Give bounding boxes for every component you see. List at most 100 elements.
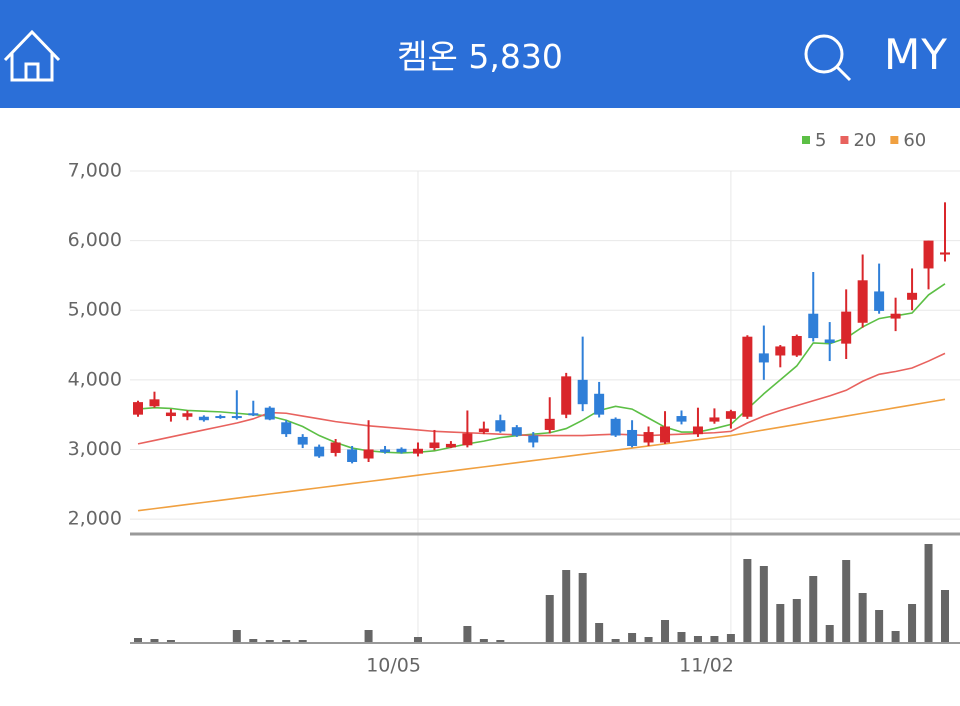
candle-body (396, 448, 407, 453)
volume-bar (413, 637, 422, 642)
ma-line (137, 398, 946, 512)
legend-label: 20 (853, 130, 876, 151)
candle-body (692, 426, 703, 435)
candle-body (725, 411, 736, 419)
candle-body (841, 311, 852, 344)
candle-body (660, 426, 671, 443)
candle-body (940, 252, 950, 255)
legend-label: 60 (903, 130, 926, 151)
candle-body (182, 413, 193, 417)
volume-bar (792, 599, 801, 642)
volume-bar (298, 640, 307, 642)
volume-bar (166, 640, 175, 642)
volume-bar (611, 639, 620, 642)
volume-bar (496, 640, 505, 642)
volume-bar (776, 604, 785, 642)
volume-bar (809, 576, 818, 642)
y-tick-label: 3,000 (68, 438, 122, 460)
volume-bar (908, 604, 917, 642)
candle-body (462, 433, 473, 446)
candle-body (528, 435, 539, 443)
y-tick-label: 4,000 (68, 368, 122, 390)
y-tick-label: 6,000 (68, 229, 122, 251)
volume-bar (743, 559, 752, 642)
volume-bar (265, 640, 274, 642)
home-button[interactable] (0, 22, 70, 92)
volume-bar (364, 630, 373, 642)
chart: 2,000 3,000 4,000 5,000 6,000 7,000 10/05 11/02… (68, 130, 960, 677)
legend-swatch (840, 136, 849, 144)
header: 켐온 5,830 MY (0, 0, 960, 108)
candle-body (495, 420, 506, 432)
search-button[interactable] (800, 30, 860, 90)
x-tick-label: 10/05 (366, 655, 421, 677)
candle-body (775, 346, 786, 356)
volume-bar (924, 544, 933, 642)
candle-body (577, 379, 588, 405)
volume-bar (825, 625, 834, 642)
candle-body (758, 353, 769, 363)
candle-body (281, 422, 292, 435)
volume-bar (693, 636, 702, 642)
candle-body (808, 313, 819, 339)
candle-body (297, 436, 308, 445)
volume-bar (479, 639, 488, 642)
volume-bar (677, 632, 686, 642)
candle-body (478, 428, 489, 433)
volume-bar (249, 639, 258, 642)
candle-body (330, 442, 341, 453)
volume-bar (842, 560, 851, 642)
candle-body (709, 417, 720, 422)
y-tick-label: 7,000 (68, 160, 122, 182)
volume-bar (232, 630, 241, 642)
volume-bar (628, 633, 637, 642)
candle-body (165, 412, 176, 417)
candle-body (215, 416, 226, 419)
volume-bar (875, 610, 884, 642)
volume-bar (644, 637, 653, 642)
candle-body (380, 449, 391, 453)
ma-line (137, 283, 946, 454)
candle-body (907, 292, 918, 300)
y-tick-label: 5,000 (68, 299, 122, 321)
candle-body (264, 407, 275, 420)
volume-bar (545, 595, 554, 642)
candle-body (314, 446, 325, 457)
candle-body (610, 418, 621, 436)
title: 켐온 5,830 (397, 37, 563, 76)
candle-body (742, 336, 753, 417)
volume-bar (282, 640, 291, 642)
candle-body (791, 335, 802, 356)
candle-body (149, 399, 160, 407)
candle-body (643, 432, 654, 443)
my-button[interactable]: MY (884, 30, 948, 79)
x-tick-label: 11/02 (679, 655, 734, 677)
candle-body (874, 291, 885, 311)
volume-bar (463, 626, 472, 642)
volume-bar (578, 573, 587, 642)
volume-bar (661, 620, 670, 642)
candle-body (676, 416, 687, 422)
candle-body (824, 339, 835, 343)
candle-body (561, 376, 572, 415)
candle-body (231, 416, 242, 419)
candle-body (445, 443, 456, 448)
legend-swatch (890, 136, 899, 144)
candle-body (890, 313, 901, 319)
legend-label: 5 (815, 130, 826, 151)
volume-bar (891, 631, 900, 642)
y-tick-label: 2,000 (68, 508, 122, 530)
candle-body (198, 416, 209, 421)
volume-bar (858, 593, 867, 642)
volume-bar (562, 570, 571, 642)
candle-body (857, 280, 868, 323)
ma-line (137, 352, 946, 445)
volume-bar (726, 634, 735, 642)
volume-bar (150, 639, 159, 642)
candle-body (923, 240, 934, 269)
candle-body (511, 427, 522, 436)
candle-body (429, 442, 440, 449)
candle-body (544, 418, 555, 430)
candle-body (627, 429, 638, 446)
